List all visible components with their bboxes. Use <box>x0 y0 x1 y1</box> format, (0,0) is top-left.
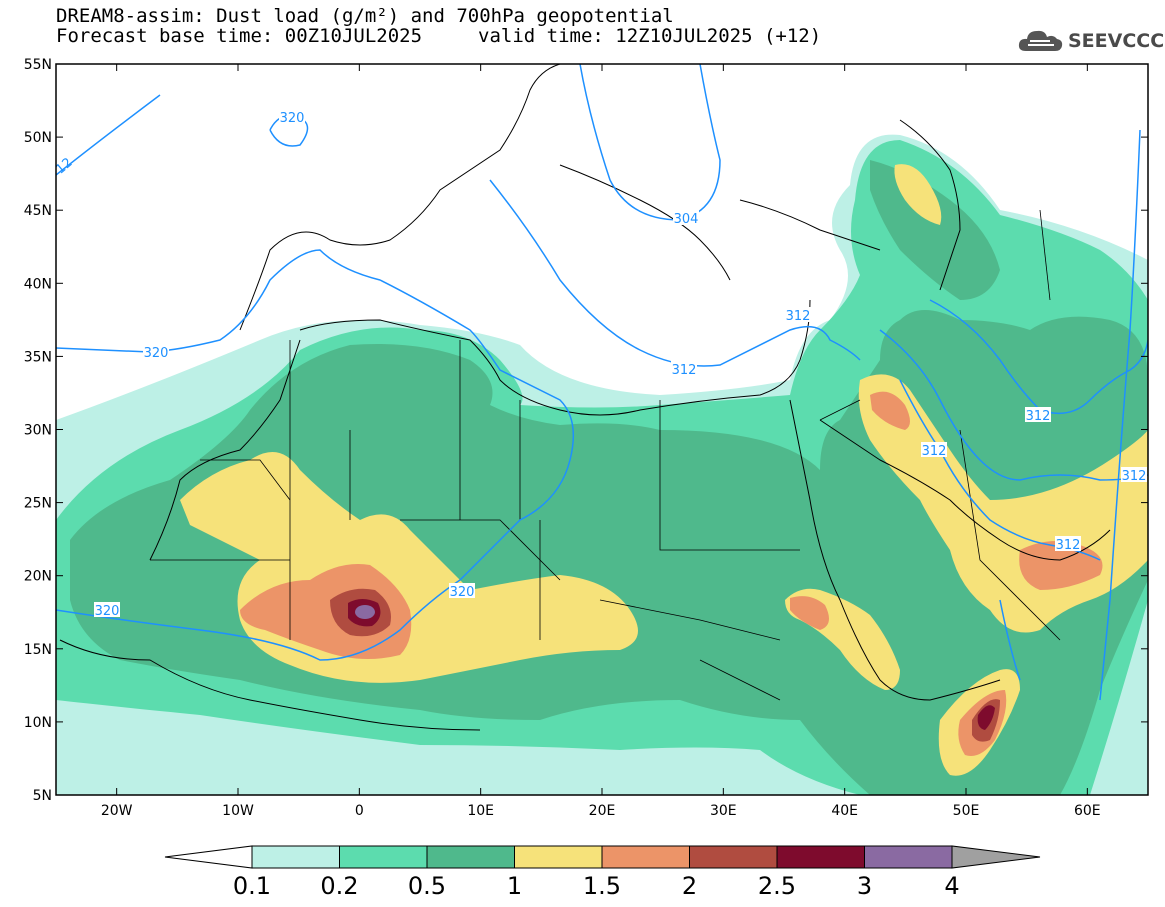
lat-tick-label: 5N <box>33 788 52 804</box>
contour-label: 312 <box>672 363 697 378</box>
colorbar-label: 0.2 <box>320 872 358 900</box>
longitude-axis: 20W 10W 0 10E 20E 30E 40E 50E 60E <box>101 64 1101 819</box>
contour-label: 312 <box>922 444 947 459</box>
lat-tick-label: 50N <box>24 130 52 146</box>
lat-tick-label: 45N <box>24 203 52 219</box>
dust-level-2.5-somalia <box>977 705 995 730</box>
map-title: DREAM8-assim: Dust load (g/m²) and 700hP… <box>56 5 674 27</box>
country-borders <box>150 209 1061 701</box>
lat-tick-label: 30N <box>24 423 52 439</box>
contour-labels: 320 312 304 312 320 320 320 312 312 312 … <box>53 109 1147 619</box>
lon-tick-label: 20E <box>589 803 616 819</box>
dust-field <box>56 64 1148 795</box>
latitude-axis: 55N 50N 45N 40N 35N 30N 25N 20N 15N 10N 5N <box>24 57 1148 804</box>
contour-12 <box>56 94 161 176</box>
lon-tick-label: 10E <box>467 803 494 819</box>
lat-tick-label: 40N <box>24 276 52 292</box>
colorbar-swatch <box>689 845 778 869</box>
lon-tick-label: 10W <box>222 803 254 819</box>
lat-tick-label: 15N <box>24 642 52 658</box>
contour-label: 312 <box>786 309 811 324</box>
coastlines <box>59 64 1111 731</box>
lat-tick-label: 10N <box>24 715 52 731</box>
contour-312-east <box>879 329 1148 481</box>
lon-tick-label: 20W <box>101 803 133 819</box>
contour-somalia <box>999 599 1021 681</box>
colorbar-label: 3 <box>857 872 872 900</box>
dust-level-1-caspian <box>894 164 942 225</box>
colorbar-label: 4 <box>944 872 959 900</box>
colorbar-swatch <box>776 845 865 869</box>
forecast-base-time: Forecast base time: 00Z10JUL2025 <box>56 25 423 47</box>
contour-east-edge <box>1099 129 1141 701</box>
colorbar-swatch <box>339 845 428 869</box>
seevccc-logo: SEEVCCC <box>1016 24 1164 58</box>
contour-label: 320 <box>144 346 169 361</box>
lon-tick-label: 30E <box>710 803 737 819</box>
contour-320-west <box>56 249 575 661</box>
contour-label: 312 <box>1026 409 1051 424</box>
contour-label: 320 <box>450 585 475 600</box>
contour-label: 304 <box>674 212 699 227</box>
colorbar-swatch <box>251 845 340 869</box>
contour-label: 320 <box>95 604 120 619</box>
geopotential-contours <box>56 64 1148 701</box>
colorbar-swatch <box>864 845 953 869</box>
lon-tick-label: 50E <box>953 803 980 819</box>
contour-label: 320 <box>280 111 305 126</box>
colorbar-label: 2 <box>682 872 697 900</box>
lat-tick-label: 25N <box>24 496 52 512</box>
lat-tick-label: 55N <box>24 57 52 73</box>
colorbar-label: 0.1 <box>233 872 271 900</box>
colorbar-swatch <box>514 845 603 869</box>
colorbar: 0.1 0.2 0.5 1 1.5 2 2.5 3 4 <box>164 845 1041 900</box>
lon-tick-label: 40E <box>831 803 858 819</box>
lat-tick-label: 35N <box>24 349 52 365</box>
lat-tick-label: 20N <box>24 569 52 585</box>
contour-label: 312 <box>1056 538 1081 553</box>
contour-label: 312 <box>1122 469 1147 484</box>
valid-time: valid time: 12Z10JUL2025 (+12) <box>478 25 822 47</box>
lon-tick-label: 0 <box>355 803 364 819</box>
colorbar-swatch <box>426 845 515 869</box>
dust-level-1.5-east <box>790 391 1103 630</box>
dust-level-3 <box>355 605 375 619</box>
colorbar-swatch <box>601 845 690 869</box>
colorbar-label: 2.5 <box>758 872 796 900</box>
colorbar-label: 1.5 <box>583 872 621 900</box>
colorbar-high-arrow <box>951 845 1041 869</box>
colorbar-label: 0.5 <box>408 872 446 900</box>
contour-312-ne <box>929 299 1148 415</box>
logo-text: SEEVCCC <box>1068 30 1165 52</box>
colorbar-low-arrow <box>164 845 253 869</box>
lon-tick-label: 60E <box>1074 803 1101 819</box>
colorbar-label: 1 <box>507 872 522 900</box>
cloud-icon <box>1018 30 1063 51</box>
